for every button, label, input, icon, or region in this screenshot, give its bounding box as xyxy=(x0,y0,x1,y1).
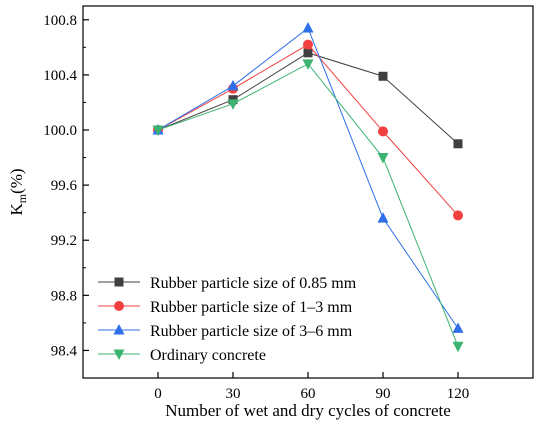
data-point xyxy=(303,39,313,50)
y-axis-title-suffix: (%) xyxy=(7,168,26,193)
data-point xyxy=(227,99,239,110)
y-tick-label: 100.8 xyxy=(43,13,77,29)
series-line xyxy=(157,43,459,216)
data-point xyxy=(453,210,463,221)
data-point xyxy=(378,71,388,81)
data-point xyxy=(302,22,314,33)
data-point xyxy=(303,48,313,58)
data-point xyxy=(377,212,389,223)
y-tick-label: 99.6 xyxy=(51,178,78,194)
x-axis-title: Number of wet and dry cycles of concrete xyxy=(165,401,451,420)
data-point xyxy=(452,341,464,353)
legend-item-2: Rubber particle size of 1–3 mm xyxy=(98,299,353,316)
y-tick-label: 99.2 xyxy=(51,233,77,249)
legend-marker xyxy=(113,324,125,335)
legend-label: Rubber particle size of 1–3 mm xyxy=(150,299,353,316)
y-tick-label: 100.4 xyxy=(43,68,77,84)
y-axis-title: Km(%) xyxy=(7,168,29,215)
data-point xyxy=(378,126,388,137)
y-axis-title-subscript: m xyxy=(15,193,29,203)
legend-marker xyxy=(114,301,124,311)
legend-item-4: Ordinary concrete xyxy=(98,347,266,364)
legend: Rubber particle size of 0.85 mm Rubber pa… xyxy=(98,275,357,364)
legend-marker xyxy=(114,277,124,287)
legend-label: Rubber particle size of 3–6 mm xyxy=(150,323,353,340)
axes-layer: 0 30 60 90 120 98.4 98.8 99.2 99.6 100.0 100.4 100.… xyxy=(43,13,469,402)
y-tick-label: 98.4 xyxy=(51,343,78,359)
data-point xyxy=(453,139,463,149)
x-tick-label: 90 xyxy=(376,386,391,402)
x-tick-label: 60 xyxy=(301,386,316,402)
y-tick-label: 100.0 xyxy=(43,123,77,139)
legend-item-3: Rubber particle size of 3–6 mm xyxy=(98,323,353,340)
series-4 xyxy=(152,59,464,353)
legend-marker xyxy=(113,349,125,360)
x-tick-label: 120 xyxy=(447,386,470,402)
data-point xyxy=(227,79,239,91)
x-tick-label: 30 xyxy=(226,386,241,402)
data-point xyxy=(152,125,164,136)
series-3 xyxy=(152,22,464,333)
y-axis-title-main: K xyxy=(7,203,26,216)
legend-item-1: Rubber particle size of 0.85 mm xyxy=(98,275,357,292)
legend-label: Ordinary concrete xyxy=(150,347,266,364)
data-point xyxy=(452,322,464,333)
series-layer xyxy=(152,22,464,353)
y-tick-label: 98.8 xyxy=(51,288,77,304)
data-point xyxy=(377,153,389,164)
legend-label: Rubber particle size of 0.85 mm xyxy=(150,275,357,292)
x-tick-label: 0 xyxy=(154,386,162,402)
data-point xyxy=(302,59,314,70)
